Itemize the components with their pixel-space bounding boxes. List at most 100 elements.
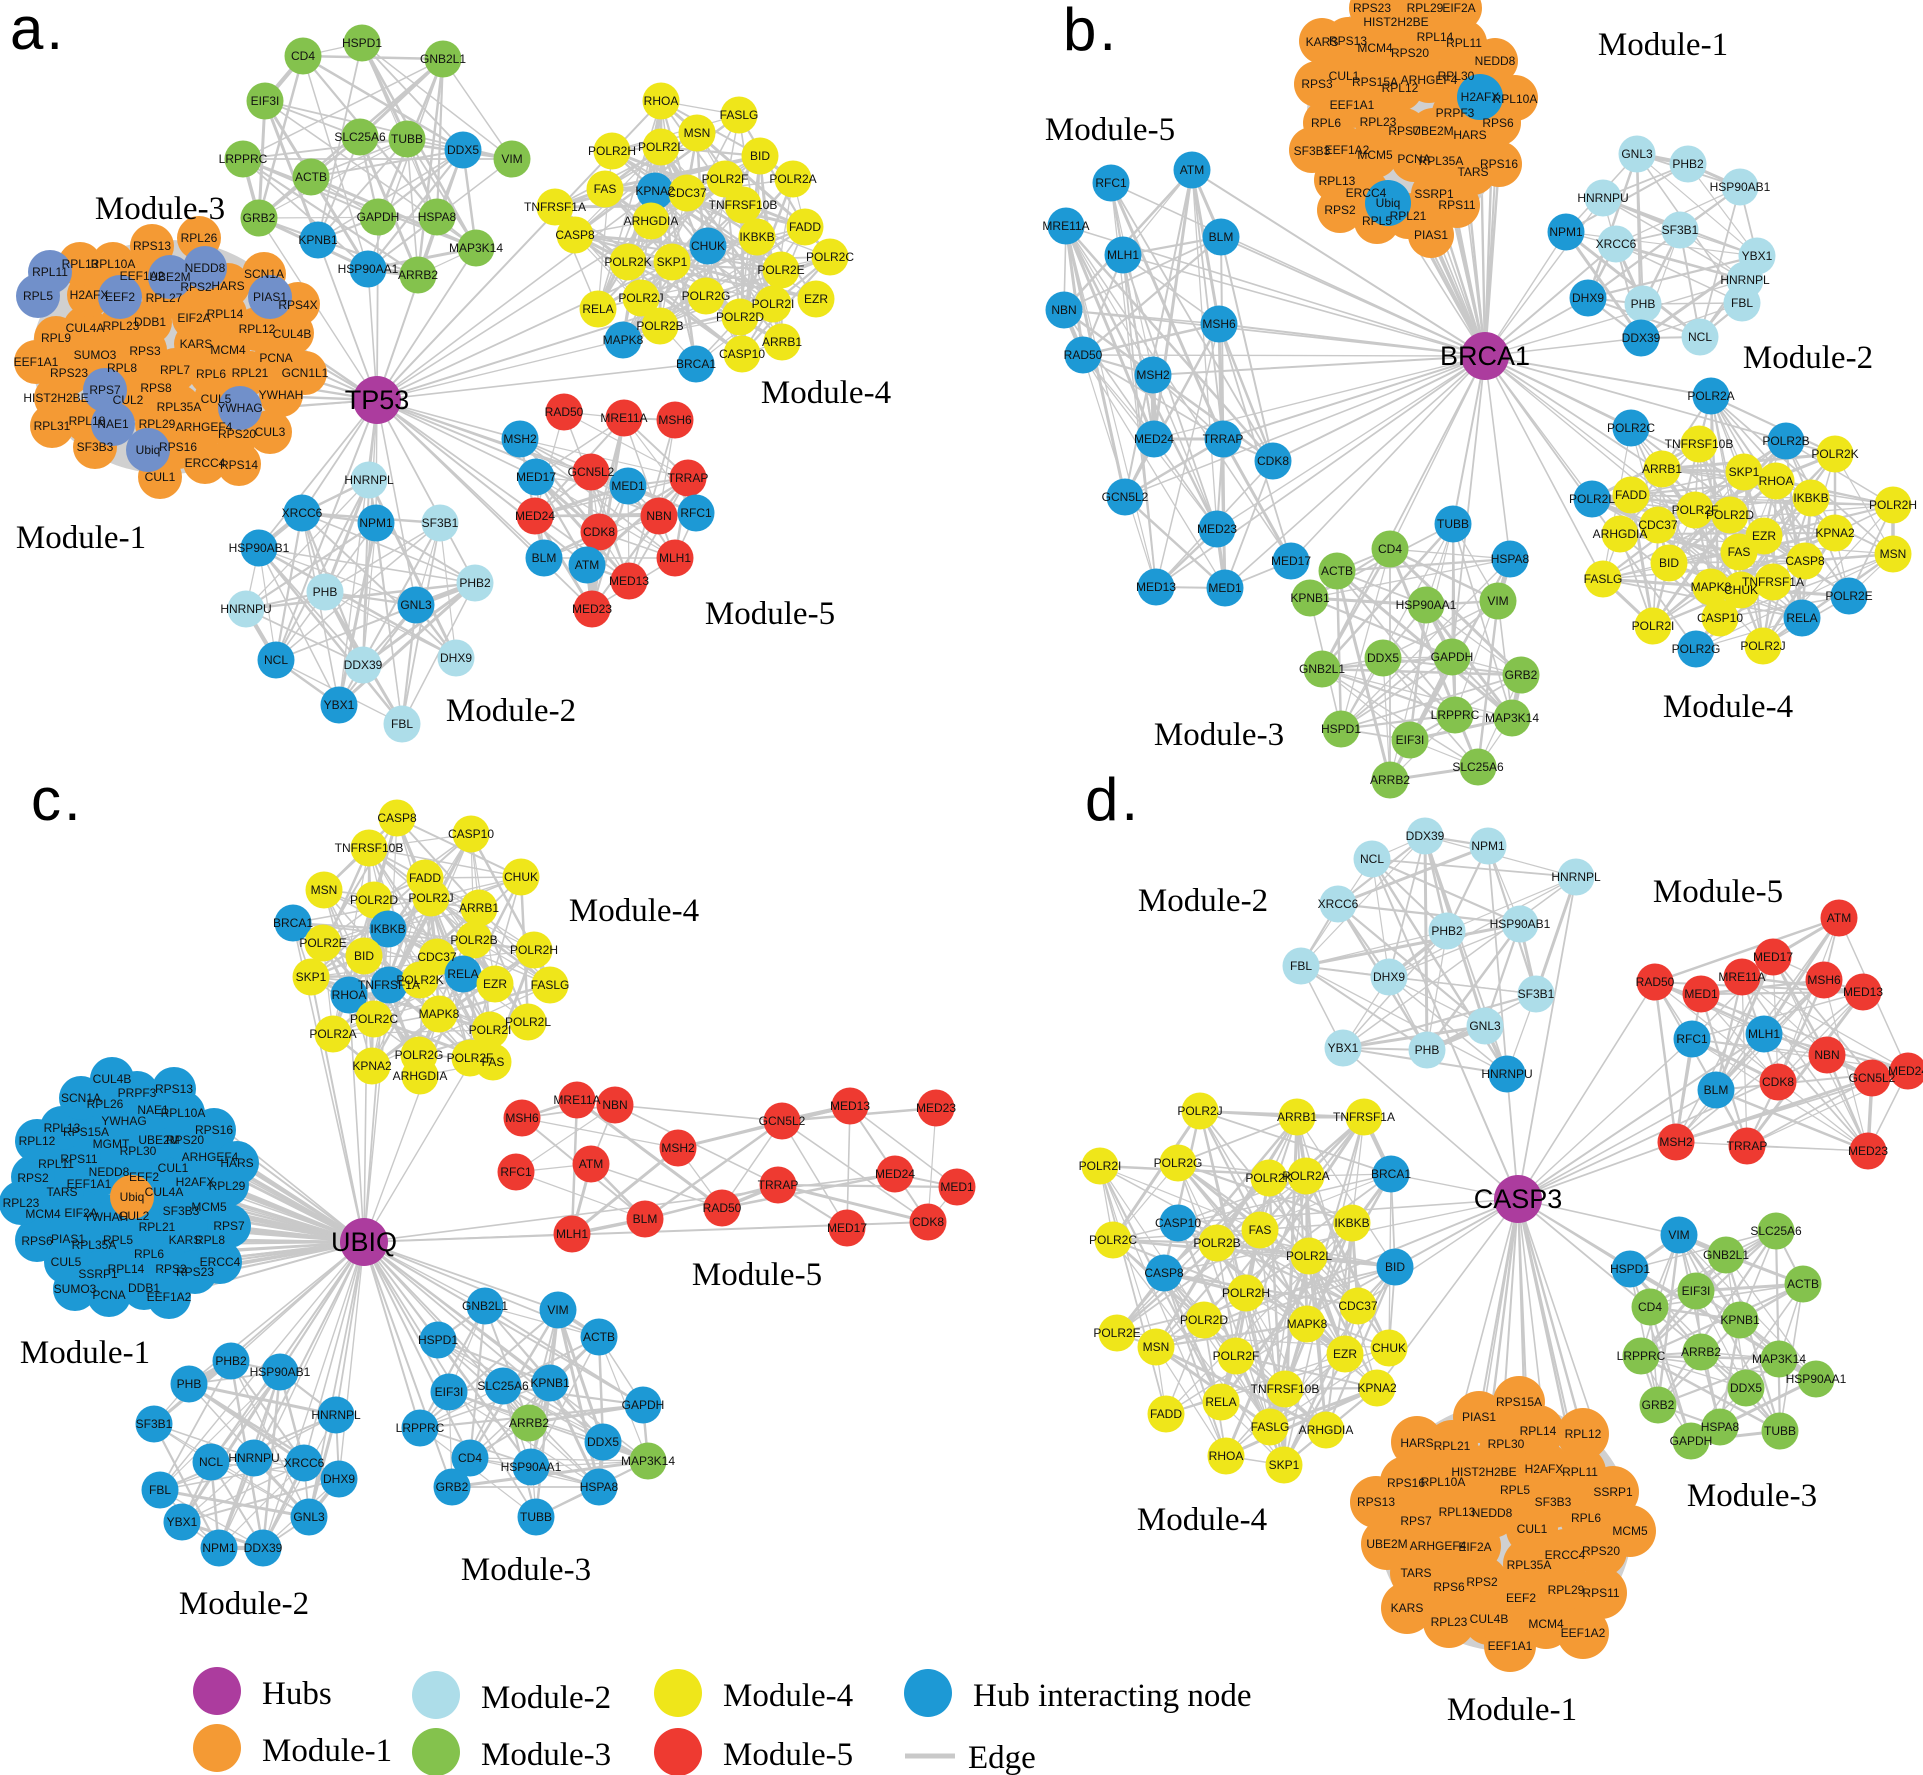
svg-text:EEF1A2: EEF1A2 (1561, 1626, 1606, 1640)
svg-text:PCNA: PCNA (1397, 152, 1430, 166)
svg-text:NBN: NBN (602, 1098, 627, 1112)
svg-text:RPL27: RPL27 (146, 291, 183, 305)
svg-text:TNFRSF1A: TNFRSF1A (524, 200, 586, 214)
svg-text:CASP8: CASP8 (1785, 554, 1825, 568)
svg-text:RPL11: RPL11 (38, 1157, 74, 1171)
svg-text:HSPD1: HSPD1 (342, 36, 382, 50)
svg-text:TUBB: TUBB (520, 1510, 552, 1524)
svg-text:Module-5: Module-5 (723, 1737, 853, 1773)
svg-text:SSRP1: SSRP1 (78, 1267, 118, 1281)
svg-text:RPS13: RPS13 (133, 239, 171, 253)
svg-text:HSPA8: HSPA8 (418, 210, 457, 224)
svg-text:ARRB2: ARRB2 (398, 268, 438, 282)
svg-text:VIM: VIM (1668, 1228, 1689, 1242)
svg-text:ACTB: ACTB (1321, 564, 1353, 578)
svg-text:HNRNPU: HNRNPU (1481, 1067, 1532, 1081)
svg-text:KPNB1: KPNB1 (298, 233, 338, 247)
svg-text:CUL5: CUL5 (51, 1255, 82, 1269)
svg-text:RPS16: RPS16 (159, 440, 197, 454)
svg-text:GRB2: GRB2 (243, 211, 276, 225)
svg-text:MED24: MED24 (1134, 432, 1174, 446)
svg-text:MED1: MED1 (1684, 987, 1718, 1001)
svg-text:RHOA: RHOA (644, 94, 679, 108)
svg-text:RPL12: RPL12 (1382, 81, 1419, 95)
svg-text:TP53: TP53 (345, 385, 410, 415)
svg-text:SF3B3: SF3B3 (163, 1204, 200, 1218)
svg-text:XRCC6: XRCC6 (1596, 237, 1637, 251)
svg-text:NCL: NCL (1688, 330, 1712, 344)
svg-text:ARHGEF4: ARHGEF4 (176, 420, 233, 434)
svg-text:POLR2L: POLR2L (505, 1015, 551, 1029)
svg-text:HARS: HARS (220, 1156, 253, 1170)
svg-text:RPL23: RPL23 (1360, 115, 1397, 129)
svg-text:RPS11: RPS11 (1582, 1586, 1619, 1600)
svg-text:CHUK: CHUK (1372, 1341, 1406, 1355)
svg-text:RPL23: RPL23 (3, 1196, 40, 1210)
svg-text:MED13: MED13 (830, 1099, 870, 1113)
svg-text:POLR2A: POLR2A (769, 172, 816, 186)
svg-text:POLR2G: POLR2G (1672, 642, 1721, 656)
svg-text:DDB1: DDB1 (128, 1281, 160, 1295)
svg-text:Module-4: Module-4 (761, 375, 891, 411)
svg-text:CASP3: CASP3 (1474, 1184, 1563, 1214)
svg-text:XRCC6: XRCC6 (284, 1456, 325, 1470)
svg-text:ARHGDIA: ARHGDIA (1593, 527, 1648, 541)
svg-text:GNB2L1: GNB2L1 (1299, 662, 1345, 676)
svg-text:HNRNPU: HNRNPU (220, 602, 271, 616)
svg-text:LRPPRC: LRPPRC (1617, 1349, 1666, 1363)
svg-text:HNRNPL: HNRNPL (1720, 273, 1770, 287)
svg-text:ATM: ATM (1827, 911, 1851, 925)
svg-text:ARHGDIA: ARHGDIA (1299, 1423, 1354, 1437)
svg-text:MED13: MED13 (1843, 985, 1883, 999)
svg-text:LRPPRC: LRPPRC (396, 1421, 445, 1435)
svg-text:EEF1A2: EEF1A2 (147, 1290, 192, 1304)
svg-text:RELA: RELA (1205, 1395, 1236, 1409)
svg-text:CUL1: CUL1 (1517, 1522, 1548, 1536)
svg-text:MAPK8: MAPK8 (419, 1007, 460, 1021)
svg-text:FBL: FBL (1290, 959, 1312, 973)
svg-text:UBE2M: UBE2M (149, 270, 190, 284)
svg-text:H2AFX: H2AFX (176, 1175, 215, 1189)
svg-text:UBE2M: UBE2M (1412, 124, 1453, 138)
svg-text:Module-3: Module-3 (481, 1737, 611, 1773)
svg-text:RPS8: RPS8 (140, 381, 172, 395)
svg-text:EZR: EZR (1752, 529, 1776, 543)
svg-text:CDC37: CDC37 (667, 186, 707, 200)
svg-text:RPL8: RPL8 (107, 361, 137, 375)
svg-text:GCN1L1: GCN1L1 (282, 366, 329, 380)
svg-text:MCM4: MCM4 (210, 343, 246, 357)
svg-text:RPL5: RPL5 (1500, 1483, 1530, 1497)
svg-text:EIF3I: EIF3I (1396, 733, 1425, 747)
svg-text:NPM1: NPM1 (1549, 225, 1583, 239)
svg-text:FAS: FAS (1249, 1223, 1272, 1237)
svg-text:FBL: FBL (1731, 296, 1753, 310)
svg-text:GCN5L2: GCN5L2 (1102, 490, 1149, 504)
svg-text:MED17: MED17 (1753, 950, 1793, 964)
svg-text:CDC37: CDC37 (1638, 518, 1678, 532)
svg-text:ACTB: ACTB (295, 170, 327, 184)
svg-text:HNRNPU: HNRNPU (228, 1451, 279, 1465)
svg-text:POLR2C: POLR2C (350, 1012, 398, 1026)
svg-text:RPS20: RPS20 (1582, 1544, 1620, 1558)
svg-text:YBX1: YBX1 (1742, 249, 1773, 263)
svg-text:RPL35A: RPL35A (1507, 1558, 1552, 1572)
svg-text:BRCA1: BRCA1 (273, 916, 313, 930)
svg-text:ATM: ATM (579, 1157, 603, 1171)
svg-text:RPL31: RPL31 (34, 419, 71, 433)
svg-text:CD4: CD4 (291, 49, 315, 63)
svg-text:RPL30: RPL30 (1488, 1437, 1525, 1451)
svg-text:MCM4: MCM4 (1357, 41, 1393, 55)
svg-text:EIF2A: EIF2A (64, 1206, 97, 1220)
svg-text:NBN: NBN (1814, 1048, 1839, 1062)
svg-text:EEF1A1: EEF1A1 (14, 355, 59, 369)
svg-text:FASLG: FASLG (1251, 1420, 1290, 1434)
svg-text:Module-3: Module-3 (1154, 717, 1284, 753)
svg-text:RPL21: RPL21 (232, 366, 269, 380)
svg-text:BLM: BLM (1209, 230, 1234, 244)
svg-text:RPL6: RPL6 (1311, 116, 1341, 130)
svg-text:TUBB: TUBB (391, 132, 423, 146)
svg-text:YWHAH: YWHAH (259, 388, 304, 402)
svg-text:RPL21: RPL21 (1390, 209, 1427, 223)
svg-text:VIM: VIM (1487, 594, 1508, 608)
svg-text:POLR2J: POLR2J (618, 291, 663, 305)
